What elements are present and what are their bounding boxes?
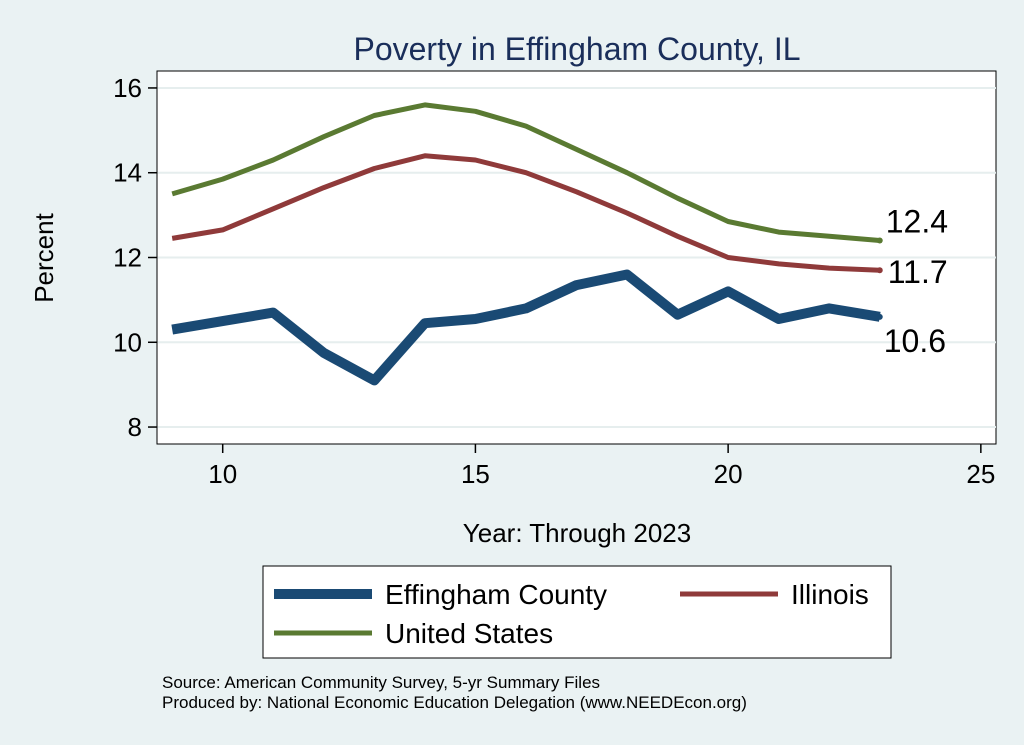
y-axis: 8 10 12 14 16	[113, 71, 158, 444]
y-tick-label: 14	[113, 158, 142, 188]
legend-box	[262, 565, 892, 659]
x-tick-label: 20	[714, 459, 743, 489]
series-lines	[171, 102, 883, 386]
x-axis: 10 15 20 25	[157, 443, 996, 489]
end-label: 10.6	[884, 323, 946, 359]
y-tick-label: 10	[113, 327, 142, 357]
legend-label-illinois: Illinois	[791, 579, 869, 610]
y-tick-label: 8	[128, 412, 142, 442]
y-tick-label: 16	[113, 73, 142, 103]
produced-by-note: Produced by: National Economic Education…	[162, 693, 747, 712]
series-line-effingham-county	[171, 269, 881, 386]
end-label: 11.7	[888, 254, 948, 290]
legend-label-us: United States	[385, 618, 553, 649]
series-end-point	[876, 267, 883, 274]
end-labels: 12.4 11.7 10.6	[884, 204, 948, 359]
chart-title: Poverty in Effingham County, IL	[353, 31, 800, 67]
legend: Effingham County Illinois United States	[262, 565, 892, 659]
gridlines	[157, 86, 996, 429]
y-tick-label: 12	[113, 243, 142, 273]
x-tick-label: 25	[966, 459, 995, 489]
end-label: 12.4	[886, 204, 948, 240]
x-tick-label: 15	[461, 459, 490, 489]
series-end-point	[876, 237, 883, 244]
x-tick-label: 10	[208, 459, 237, 489]
y-axis-title: Percent	[29, 212, 59, 302]
series-line-illinois	[171, 153, 880, 273]
series-end-point	[876, 313, 883, 320]
x-axis-title: Year: Through 2023	[463, 518, 691, 548]
source-note: Source: American Community Survey, 5-yr …	[162, 673, 600, 692]
legend-label-effingham: Effingham County	[385, 579, 607, 610]
series-line-united-states	[171, 102, 881, 243]
